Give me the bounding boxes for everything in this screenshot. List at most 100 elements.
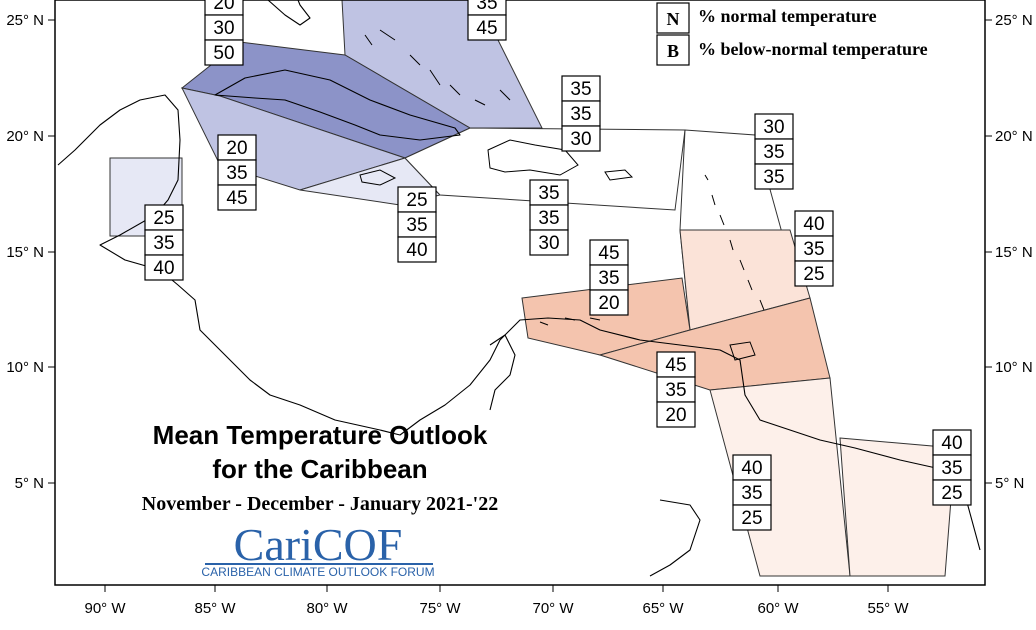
map-frame — [54, 0, 986, 586]
lat-tick-label: 10° N — [995, 359, 1033, 376]
florida-coast — [267, 0, 311, 26]
prob-value: 35 — [598, 268, 619, 289]
prob-box-leeward-islands: 30 35 35 — [754, 113, 794, 190]
prob-value: 35 — [941, 458, 962, 479]
prob-cell — [754, 138, 794, 165]
prob-cell — [217, 184, 257, 211]
prob-cell — [656, 376, 696, 403]
prob-cell — [467, 14, 507, 41]
prob-box-trinidad: 45 35 20 — [656, 351, 696, 428]
lon-tick-label: 70° W — [532, 600, 574, 617]
forecast-zones — [109, 0, 956, 577]
prob-box-abc-islands: 45 35 20 — [589, 239, 629, 316]
prob-cell — [144, 229, 184, 256]
venezuela-gulf — [489, 334, 516, 411]
lon-tick-label: 75° W — [419, 600, 461, 617]
prob-cell — [529, 229, 569, 256]
prob-cell — [932, 429, 972, 456]
prob-box-windward-islands: 40 35 25 — [794, 210, 834, 287]
prob-cell — [529, 204, 569, 231]
prob-cell — [217, 134, 257, 161]
coastlines — [57, 0, 981, 577]
prob-cell — [732, 479, 772, 506]
prob-value: 20 — [598, 293, 619, 314]
lon-tick-label: 60° W — [757, 600, 799, 617]
prob-box-hispaniola: 35 35 30 — [529, 179, 569, 256]
lesser-antilles — [704, 174, 765, 311]
legend-letter-n: N — [667, 9, 680, 29]
prob-cell — [204, 14, 244, 41]
prob-box-yucatan-channel: 20 35 45 — [217, 134, 257, 211]
forecast-period: November - December - January 2021-'22 — [142, 493, 498, 515]
prob-box-turks-caicos: 35 35 30 — [561, 75, 601, 152]
prob-value: 25 — [741, 508, 762, 529]
prob-cell — [732, 454, 772, 481]
prob-box-belize: 25 35 40 — [144, 204, 184, 281]
lat-ticks-right: 25° N 20° N 15° N 10° N 5° N — [985, 12, 1033, 492]
prob-cell — [589, 289, 629, 316]
prob-value: 35 — [226, 163, 247, 184]
prob-cell — [656, 401, 696, 428]
prob-value: 45 — [598, 243, 619, 264]
map-title-line2: for the Caribbean — [212, 454, 427, 484]
lat-tick-label: 5° N — [995, 475, 1024, 492]
lon-tick-label: 85° W — [194, 600, 236, 617]
logo-wordmark: CariCOF — [234, 519, 403, 570]
jamaica-coast — [359, 169, 397, 186]
legend-text-b: % below-normal temperature — [698, 39, 928, 59]
prob-value: 25 — [941, 483, 962, 504]
prob-value: 40 — [153, 258, 174, 279]
prob-value: 40 — [741, 458, 762, 479]
prob-value: 35 — [153, 233, 174, 254]
prob-value: 50 — [213, 43, 234, 64]
prob-value: 25 — [406, 190, 427, 211]
legend-text-n: % normal temperature — [698, 6, 877, 26]
prob-value: 45 — [476, 18, 497, 39]
map-title-line1: Mean Temperature Outlook — [153, 420, 488, 450]
lat-tick-label: 25° N — [6, 12, 44, 29]
lat-tick-label: 25° N — [995, 12, 1033, 29]
lat-tick-label: 10° N — [6, 359, 44, 376]
bahamas-islands — [364, 29, 511, 106]
prob-value: 30 — [213, 18, 234, 39]
prob-cell — [932, 454, 972, 481]
prob-value: 35 — [803, 239, 824, 260]
prob-value: 20 — [665, 405, 686, 426]
prob-value: 20 — [213, 0, 234, 14]
prob-box-jamaica: 25 35 40 — [397, 186, 437, 263]
prob-value: 40 — [941, 433, 962, 454]
prob-cell — [794, 260, 834, 287]
lat-tick-label: 20° N — [995, 128, 1033, 145]
prob-value: 35 — [476, 0, 497, 14]
prob-value: 30 — [538, 233, 559, 254]
prob-cell — [932, 479, 972, 506]
prob-value: 25 — [803, 264, 824, 285]
prob-cell — [589, 239, 629, 266]
puerto-rico-coast — [604, 169, 634, 181]
prob-box-guyana: 40 35 25 — [732, 454, 772, 531]
lon-tick-label: 90° W — [84, 600, 126, 617]
legend: N % normal temperature B % below-normal … — [656, 2, 928, 66]
prob-value: 35 — [570, 79, 591, 100]
prob-value: 30 — [763, 117, 784, 138]
prob-value: 35 — [570, 104, 591, 125]
prob-value: 20 — [226, 138, 247, 159]
zone-french-guiana — [839, 437, 956, 577]
mexico-central-america-coast — [57, 94, 981, 551]
prob-value: 30 — [570, 129, 591, 150]
prob-value: 35 — [406, 215, 427, 236]
lat-tick-label: 15° N — [6, 244, 44, 261]
prob-cell — [754, 163, 794, 190]
south-america-inland — [649, 499, 701, 577]
hispaniola-coast — [487, 139, 579, 176]
legend-box-n — [656, 2, 690, 34]
prob-value: 35 — [763, 142, 784, 163]
logo-underline — [205, 563, 433, 565]
prob-value: 25 — [153, 208, 174, 229]
lon-tick-label: 65° W — [642, 600, 684, 617]
zone-guyana — [709, 377, 851, 577]
prob-cell — [656, 351, 696, 378]
prob-cell — [561, 100, 601, 127]
